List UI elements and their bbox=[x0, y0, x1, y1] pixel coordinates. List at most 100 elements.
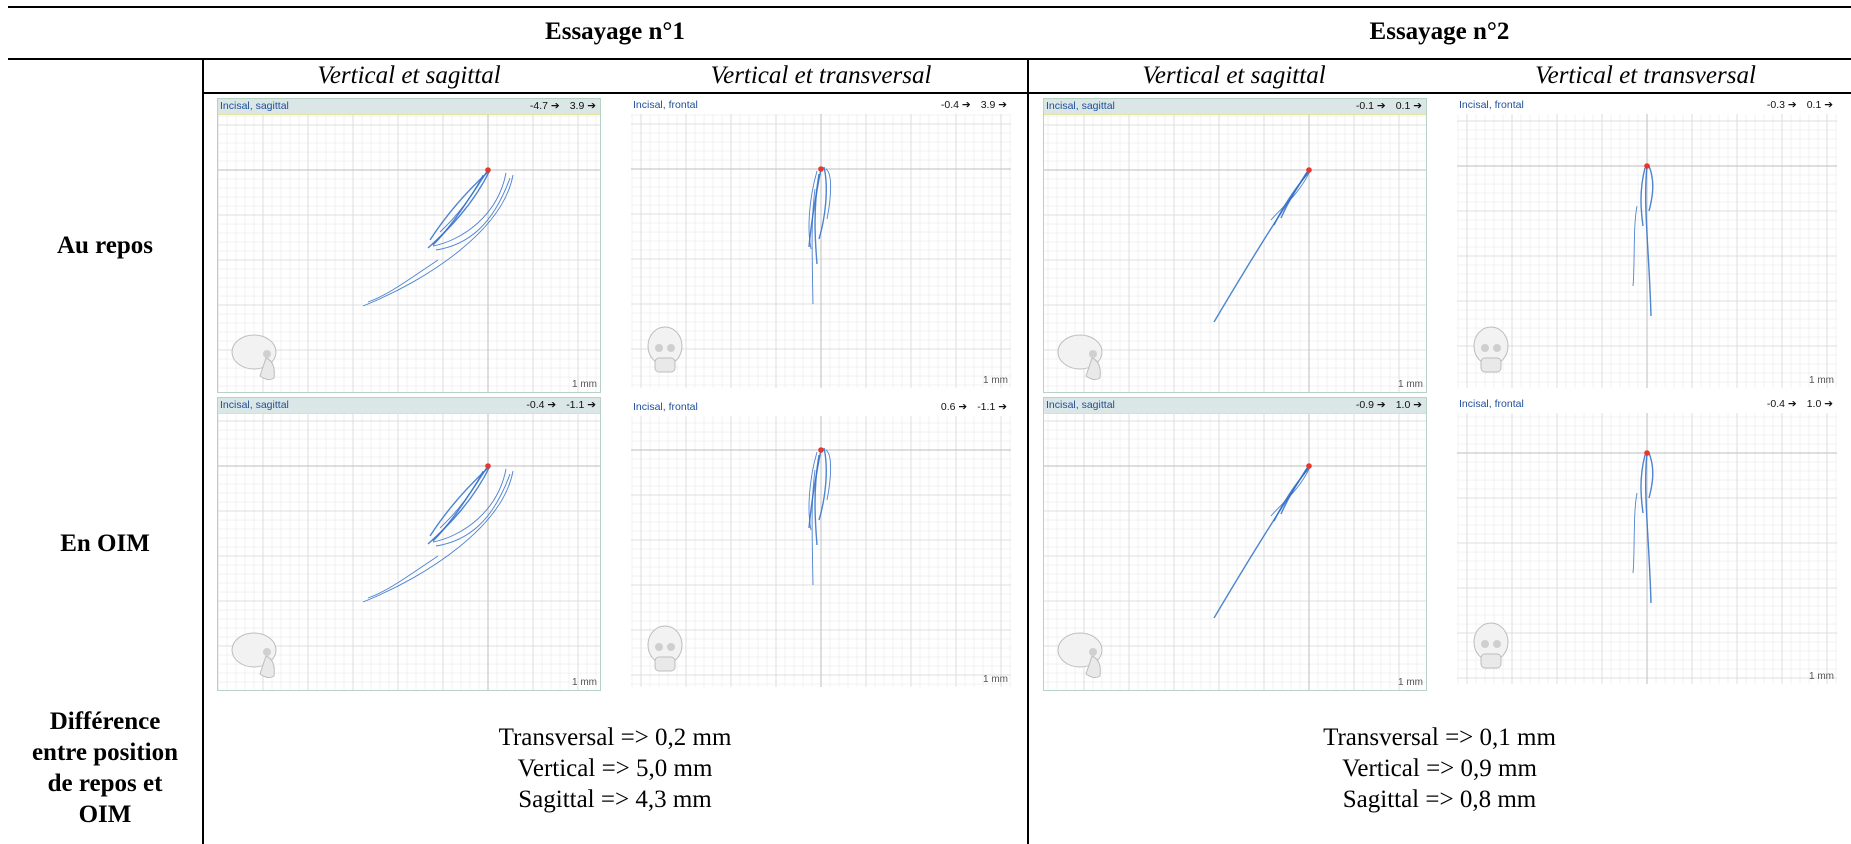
horizontal-readout: 0.6 ➔ bbox=[940, 401, 968, 413]
panel-header: Incisal, sagittal -0.9 ➔ 1.0 ➔ bbox=[1044, 398, 1426, 414]
trace-panel: Incisal, frontal 0.6 ➔ -1.1 ➔ 1 mm bbox=[631, 400, 1011, 687]
skull-side-icon bbox=[231, 632, 277, 679]
panel-readout: -0.3 ➔ 0.1 ➔ bbox=[1757, 99, 1833, 111]
trace-panel: Incisal, sagittal -4.7 ➔ 3.9 ➔ 1 mm bbox=[217, 98, 601, 393]
movement-trace bbox=[1280, 171, 1308, 219]
incisal-point bbox=[1644, 450, 1650, 456]
panel-header: Incisal, frontal -0.4 ➔ 3.9 ➔ bbox=[631, 98, 1011, 113]
movement-trace bbox=[1632, 205, 1638, 287]
sagittal-difference: Sagittal => 4,3 mm bbox=[518, 786, 712, 813]
scale-label: 1 mm bbox=[1398, 379, 1423, 390]
movement-trace bbox=[435, 473, 511, 547]
row-label-rest: Au repos bbox=[56, 232, 154, 259]
movement-trace bbox=[1640, 167, 1646, 227]
vertical-readout: -1.1 ➔ bbox=[977, 401, 1007, 413]
panel-header: Incisal, frontal 0.6 ➔ -1.1 ➔ bbox=[631, 400, 1011, 415]
movement-trace bbox=[811, 469, 816, 586]
scale-label: 1 mm bbox=[572, 677, 597, 688]
incisal-point bbox=[485, 167, 491, 173]
vertical-readout: 0.1 ➔ bbox=[1395, 100, 1422, 112]
trace-panel: Incisal, frontal -0.4 ➔ 1.0 ➔ 1 mm bbox=[1457, 397, 1837, 684]
panel-title: Incisal, frontal bbox=[633, 401, 698, 413]
scale-label: 1 mm bbox=[572, 379, 597, 390]
trial-2-differences: Transversal => 0,1 mm Vertical => 0,9 mm… bbox=[1028, 722, 1851, 815]
trace-panel: Incisal, sagittal -0.4 ➔ -1.1 ➔ 1 mm bbox=[217, 397, 601, 691]
horizontal-readout: -0.9 ➔ bbox=[1355, 399, 1386, 411]
movement-trace bbox=[1644, 165, 1652, 317]
trace-chart bbox=[1044, 414, 1426, 690]
trace-chart bbox=[218, 414, 600, 690]
trace-plot bbox=[1044, 414, 1426, 690]
panel-header: Incisal, frontal -0.3 ➔ 0.1 ➔ bbox=[1457, 98, 1837, 113]
movement-trace bbox=[427, 465, 491, 545]
panel-title: Incisal, frontal bbox=[1459, 398, 1524, 410]
panel-title: Incisal, sagittal bbox=[220, 100, 289, 112]
trace-plot bbox=[631, 416, 1011, 687]
trace-plot bbox=[218, 414, 600, 690]
incisal-point bbox=[818, 447, 824, 453]
trace-panel: Incisal, frontal -0.3 ➔ 0.1 ➔ 1 mm bbox=[1457, 98, 1837, 388]
vertical-readout: -1.1 ➔ bbox=[566, 399, 596, 411]
row-label-difference-line: Différence bbox=[49, 708, 161, 735]
movement-trace bbox=[825, 449, 832, 501]
row-label-oim: En OIM bbox=[60, 530, 150, 557]
trial-1-differences: Transversal => 0,2 mm Vertical => 5,0 mm… bbox=[203, 722, 1027, 815]
movement-trace bbox=[1270, 466, 1311, 517]
trace-chart bbox=[1457, 114, 1837, 388]
vertical-readout: 0.1 ➔ bbox=[1806, 99, 1833, 111]
horizontal-readout: -0.4 ➔ bbox=[526, 399, 557, 411]
horizontal-readout: -0.4 ➔ bbox=[1766, 398, 1797, 410]
incisal-point bbox=[1306, 463, 1312, 469]
trace-panel: Incisal, sagittal -0.9 ➔ 1.0 ➔ 1 mm bbox=[1043, 397, 1427, 691]
vertical-difference: Vertical => 5,0 mm bbox=[517, 755, 713, 782]
transversal-difference: Transversal => 0,2 mm bbox=[498, 724, 732, 751]
horizontal-readout: -4.7 ➔ bbox=[529, 100, 560, 112]
movement-trace bbox=[1273, 171, 1310, 226]
trace-plot bbox=[218, 115, 600, 392]
panel-readout: -0.4 ➔ -1.1 ➔ bbox=[516, 399, 596, 411]
sagittal-difference: Sagittal => 0,8 mm bbox=[1342, 786, 1537, 813]
trial-divider bbox=[1027, 59, 1029, 844]
vertical-readout: 3.9 ➔ bbox=[980, 99, 1007, 111]
movement-trace bbox=[439, 470, 484, 529]
panel-header: Incisal, sagittal -0.1 ➔ 0.1 ➔ bbox=[1044, 99, 1426, 115]
skull-front-icon bbox=[1473, 326, 1509, 373]
scale-label: 1 mm bbox=[1809, 671, 1834, 682]
panel-header: Incisal, frontal -0.4 ➔ 1.0 ➔ bbox=[1457, 397, 1837, 412]
trace-chart bbox=[218, 115, 600, 392]
vertical-difference: Vertical => 0,9 mm bbox=[1342, 755, 1537, 782]
panel-readout: -0.4 ➔ 1.0 ➔ bbox=[1757, 398, 1833, 410]
trial-1-title: Essayage n°1 bbox=[545, 18, 685, 45]
movement-trace bbox=[808, 170, 818, 250]
scale-label: 1 mm bbox=[1398, 677, 1423, 688]
transversal-difference: Transversal => 0,1 mm bbox=[1323, 724, 1556, 751]
movement-trace bbox=[814, 173, 820, 265]
trial-1-transversal-subtitle: Vertical et transversal bbox=[710, 62, 932, 89]
panel-readout: -4.7 ➔ 3.9 ➔ bbox=[520, 100, 596, 112]
movement-trace bbox=[818, 166, 827, 240]
panel-header: Incisal, sagittal -0.4 ➔ -1.1 ➔ bbox=[218, 398, 600, 414]
panel-readout: -0.1 ➔ 0.1 ➔ bbox=[1346, 100, 1422, 112]
trial-2-transversal-subtitle: Vertical et transversal bbox=[1535, 62, 1756, 89]
movement-trace bbox=[818, 447, 827, 521]
trace-panel: Incisal, frontal -0.4 ➔ 3.9 ➔ 1 mm bbox=[631, 98, 1011, 388]
vertical-readout: 1.0 ➔ bbox=[1395, 399, 1422, 411]
movement-trace bbox=[1280, 467, 1308, 515]
horizontal-readout: -0.4 ➔ bbox=[940, 99, 971, 111]
trace-group bbox=[1213, 463, 1312, 619]
trace-chart bbox=[1457, 413, 1837, 684]
movement-trace bbox=[814, 454, 820, 546]
movement-trace bbox=[432, 468, 507, 543]
trial-2-title: Essayage n°2 bbox=[1369, 18, 1510, 45]
trial-2-sagittal-subtitle: Vertical et sagittal bbox=[1142, 62, 1326, 89]
trace-group bbox=[362, 167, 514, 307]
scale-label: 1 mm bbox=[983, 375, 1008, 386]
trace-chart bbox=[631, 114, 1011, 388]
table-top-border bbox=[8, 6, 1851, 8]
row-label-difference: Différence entre position de repos et OI… bbox=[8, 706, 202, 830]
movement-trace bbox=[432, 465, 489, 542]
movement-trace bbox=[1648, 452, 1654, 499]
panel-title: Incisal, sagittal bbox=[1046, 399, 1115, 411]
panel-title: Incisal, frontal bbox=[633, 99, 698, 111]
movement-trace bbox=[808, 451, 818, 531]
